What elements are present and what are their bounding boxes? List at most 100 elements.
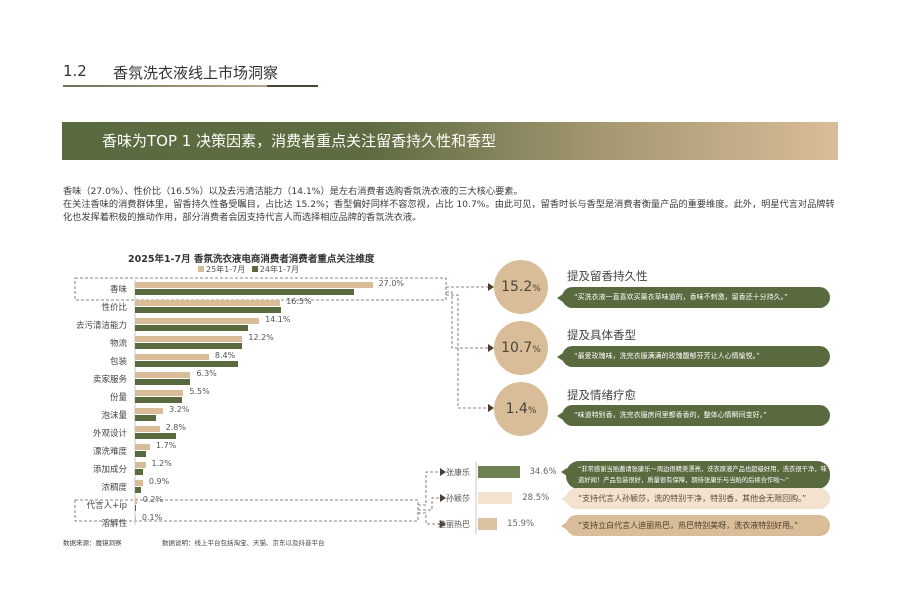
star-quote: “支持代言人孙颖莎，洗的特别干净，特别香，其他会无限回购。” <box>561 488 830 509</box>
bar-2024 <box>135 289 355 295</box>
category-label: 溶解性 <box>101 519 127 529</box>
star-name: 张康乐 <box>446 468 470 477</box>
insight-title: 提及留香持久性 <box>567 269 648 283</box>
category-label: 泡沫量 <box>101 411 127 421</box>
category-label: 添加成分 <box>92 465 127 475</box>
bar-2024 <box>135 505 136 511</box>
insight-unit: % <box>532 345 541 355</box>
bar-2025 <box>135 282 373 288</box>
value-label: 0.9% <box>148 477 170 486</box>
category-label: 性价比 <box>101 303 127 313</box>
bar-2025 <box>135 336 243 342</box>
star-quote: “非常感谢当贻邀请张康乐～周边很精美漂亮，洗衣原液产品也超级好用，洗衣很干净，味… <box>561 461 830 489</box>
bar-2025 <box>135 354 209 360</box>
star-bar <box>478 518 498 530</box>
legend-label-2024: 24年1-7月 <box>259 265 300 274</box>
value-label: 1.2% <box>151 459 172 468</box>
category-label: 香味 <box>109 285 127 295</box>
bar-2025 <box>135 480 143 486</box>
bar-2025 <box>135 300 281 306</box>
connector-line <box>446 291 488 349</box>
chart-title: 2025年1-7月 香氛洗衣液电商消费者消费者重点关注维度 <box>128 254 375 265</box>
value-label: 0.2% <box>142 495 164 504</box>
connector-line <box>418 512 440 525</box>
star-bar <box>478 466 520 478</box>
value-label: 2.8% <box>165 423 186 432</box>
summary-paragraph: 香味（27.0%）、性价比（16.5%）以及去污清洁能力（14.1%）是左右消费… <box>63 185 843 224</box>
bar-2025 <box>135 426 160 432</box>
bar-2024 <box>135 397 182 403</box>
category-label: 包装 <box>109 357 127 367</box>
value-label: 5.5% <box>189 387 210 396</box>
bar-2024 <box>135 325 248 331</box>
insight-quote: “最爱玫瑰味，洗完衣服满满的玫瑰馥郁芬芳让人心情愉悦。” <box>557 346 830 367</box>
category-label: 外观设计 <box>92 429 127 439</box>
insight-value: 15.2 <box>501 279 533 295</box>
highlight-box-xiangwei <box>74 277 447 301</box>
bar-2025 <box>135 462 146 468</box>
chart-legend: 25年1-7月 24年1-7月 <box>198 264 299 275</box>
connector-line <box>418 471 440 506</box>
data-source: 数据来源：魔镜洞察 <box>63 539 122 547</box>
star-value: 28.5% <box>522 493 550 503</box>
insight-quote: “味道特别香，洗完衣服房间里都香香的，整体心情瞬间变好。” <box>557 405 830 426</box>
category-label: 浓稠度 <box>101 483 127 493</box>
category-label: 代言人+ip <box>86 501 127 511</box>
bar-2025 <box>135 372 191 378</box>
section-title: 香氛洗衣液线上市场洞察 <box>113 64 279 82</box>
insight-circle: 10.7% <box>494 321 548 375</box>
value-label: 16.5% <box>286 297 312 306</box>
headline-banner: 香味为TOP 1 决策因素，消费者重点关注留香持久性和香型 <box>62 122 838 160</box>
category-label: 去污清洁能力 <box>75 321 127 331</box>
value-label: 12.2% <box>248 333 274 342</box>
bar-2024 <box>135 361 238 367</box>
insight-title: 提及情绪疗愈 <box>567 388 636 402</box>
bar-2025 <box>135 516 136 522</box>
bar-2024 <box>135 379 191 385</box>
category-label: 份量 <box>109 393 127 403</box>
insight-circle: 1.4% <box>494 382 548 436</box>
value-label: 0.1% <box>141 513 163 522</box>
bar-2024 <box>135 433 177 439</box>
arrow-icon <box>440 520 446 528</box>
insight-title: 提及具体香型 <box>567 328 636 342</box>
star-bar <box>478 492 513 504</box>
bar-2024 <box>135 307 282 313</box>
connector-line <box>446 294 488 409</box>
bar-2024 <box>135 469 143 475</box>
insight-quote: “买洗衣液一直喜欢买薰衣草味道的，香味不刺激，留香还十分持久。” <box>557 287 830 308</box>
arrow-icon <box>488 344 494 352</box>
insight-value: 10.7 <box>501 340 533 356</box>
paragraph-line: 在关注香味的消费群体里，留香持久性备受瞩目，占比达 15.2%；香型偏好同样不容… <box>63 199 835 223</box>
legend-swatch-2024 <box>251 266 258 272</box>
bar-2024 <box>135 343 243 349</box>
arrow-icon <box>440 468 446 476</box>
section-underline <box>63 85 318 87</box>
arrow-icon <box>440 494 446 502</box>
arrow-icon <box>488 283 494 291</box>
bar-2025 <box>135 318 260 324</box>
bar-2025 <box>135 498 137 504</box>
bar-2025 <box>135 390 184 396</box>
highlight-box-daiyanren <box>74 499 419 522</box>
insight-unit: % <box>532 284 541 294</box>
bar-2024 <box>135 415 157 421</box>
connector-line <box>418 497 440 511</box>
bar-2024 <box>135 487 142 493</box>
section-number: 1.2 <box>63 62 87 80</box>
value-label: 8.4% <box>214 351 236 360</box>
legend-swatch-2025 <box>198 266 204 272</box>
category-label: 卖家服务 <box>92 375 127 385</box>
star-quote: “支持立白代言人迪丽热巴，热巴特别美呀，洗衣液特别好用。” <box>561 515 830 536</box>
star-value: 15.9% <box>507 519 535 529</box>
bar-2025 <box>135 408 164 414</box>
star-value: 34.6% <box>529 467 557 477</box>
insight-unit: % <box>527 406 537 416</box>
value-label: 27.0% <box>378 279 405 288</box>
star-name: 孙颖莎 <box>446 494 470 503</box>
value-label: 6.3% <box>196 369 217 378</box>
insight-circle: 15.2% <box>494 260 548 314</box>
arrow-icon <box>488 404 494 412</box>
legend-label-2025: 25年1-7月 <box>206 265 246 274</box>
data-note: 数据说明：线上平台包括淘宝、天猫、京东以及抖音平台 <box>162 539 325 547</box>
